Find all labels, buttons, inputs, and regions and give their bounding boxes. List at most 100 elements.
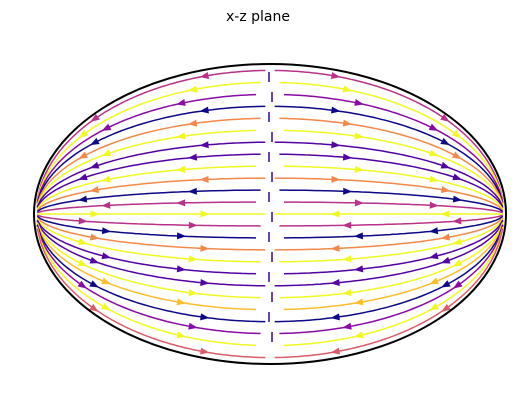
stream-arrow [354, 165, 364, 173]
stream-arrow [176, 265, 187, 273]
stream-arrow [452, 259, 463, 267]
stream-arrow [330, 347, 341, 355]
stream-arrow [342, 85, 353, 93]
stream-arrow [428, 149, 439, 157]
stream-arrow [451, 129, 462, 139]
stream-arrow [199, 141, 209, 149]
stream-arrow [89, 161, 100, 169]
stream-arrow [200, 313, 210, 321]
stream-arrow [176, 132, 186, 140]
stream-arrow [90, 113, 100, 122]
stream-arrow [101, 123, 112, 131]
stream-arrow [354, 99, 364, 106]
stream-arrow [452, 238, 462, 246]
stream-arrow [440, 256, 451, 264]
stream-arrow [78, 129, 89, 139]
stream-arrow [440, 137, 450, 146]
streamline [36, 129, 257, 206]
streamline [36, 226, 257, 347]
stream-arrow [342, 322, 352, 330]
stream-arrow [77, 259, 88, 267]
stream-arrow [89, 303, 99, 312]
stream-arrow [440, 113, 450, 122]
stream-arrow [101, 201, 111, 209]
streamline [283, 223, 504, 311]
stream-arrow [176, 232, 187, 240]
stream-arrow [176, 99, 186, 106]
stream-arrow [342, 119, 353, 127]
stream-arrow [429, 201, 439, 209]
stream-arrow [176, 331, 186, 339]
stream-arrow [354, 132, 364, 140]
streamline [279, 225, 504, 335]
streamline [274, 224, 504, 323]
stream-arrow [89, 256, 100, 264]
stream-arrow [453, 280, 463, 289]
stream-arrow [342, 153, 353, 161]
streamline [283, 226, 504, 347]
stream-arrow [78, 151, 88, 159]
streamline [36, 224, 266, 323]
streamline [36, 225, 261, 335]
stream-arrow [199, 72, 210, 79]
streamlines [36, 69, 504, 359]
stream-arrow [342, 289, 352, 297]
stream-arrow [428, 252, 439, 260]
streamline [36, 141, 266, 208]
stream-arrow [330, 210, 340, 218]
streamline [274, 220, 504, 287]
stream-arrow [89, 280, 99, 288]
stream-arrow [331, 106, 341, 114]
stream-arrow [78, 173, 88, 181]
streamline [36, 222, 261, 299]
stream-arrow [90, 210, 100, 218]
stream-arrow [429, 277, 439, 285]
plot-title: x-z plane [226, 9, 290, 25]
streamline [283, 129, 504, 206]
stream-arrow [441, 303, 451, 312]
stream-arrow [330, 72, 341, 79]
stream-arrow [353, 265, 364, 273]
stream-arrow [77, 195, 88, 203]
streamline [36, 165, 257, 210]
streamline [279, 218, 504, 263]
streamline [36, 215, 256, 239]
streamline [36, 93, 257, 203]
stream-arrow [440, 210, 450, 218]
streamline [274, 141, 504, 208]
boundary-ellipse [33, 63, 507, 365]
streamline [36, 228, 266, 359]
stream-arrow [77, 280, 87, 289]
stream-arrow [342, 221, 352, 229]
stream-arrow [199, 175, 209, 183]
streamline [36, 189, 261, 213]
stream-arrow [440, 186, 451, 194]
streamline [284, 201, 504, 214]
stream-arrow [187, 153, 198, 161]
stream-arrow [176, 165, 186, 173]
stream-arrow [200, 210, 210, 218]
stream-arrow [428, 123, 439, 131]
streamline [284, 215, 504, 239]
stream-arrow [452, 195, 463, 203]
stream-arrow [89, 233, 100, 241]
stream-arrow [187, 85, 198, 93]
stream-arrow [330, 313, 340, 321]
streamline [36, 117, 261, 205]
streamline [36, 105, 266, 204]
streamline [279, 153, 504, 209]
stream-arrow [452, 173, 462, 181]
stream-arrow [452, 151, 462, 159]
streamline [283, 93, 504, 203]
stream-arrow [90, 137, 100, 146]
streamline [36, 81, 261, 202]
stream-arrow [176, 199, 186, 207]
stream-arrow [101, 149, 112, 157]
streamline [274, 217, 504, 251]
stream-arrow [101, 227, 112, 235]
streamline [274, 69, 504, 200]
stream-arrow [187, 119, 198, 127]
stream-arrow [101, 252, 112, 260]
stream-arrow [441, 280, 451, 288]
stream-arrow [429, 303, 439, 311]
